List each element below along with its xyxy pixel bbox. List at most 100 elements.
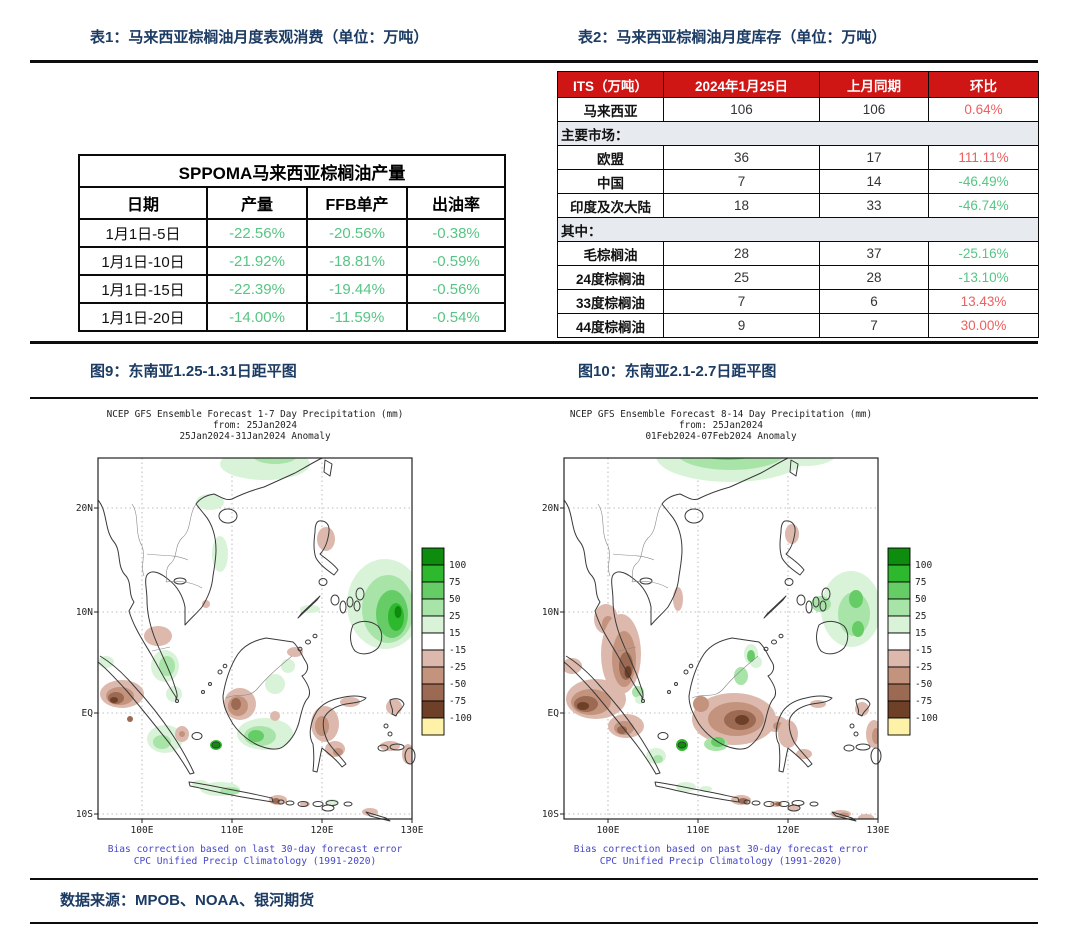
map-footer-line1: Bias correction based on past 30-day for…	[574, 844, 869, 855]
sppoma-table-title: SPPOMA马来西亚棕榈油产量	[78, 154, 506, 188]
oil-rate-cell: -0.59%	[406, 246, 506, 276]
divider-bottom-2	[30, 922, 1038, 924]
map-footer-line2: CPC Unified Precip Climatology (1991-202…	[600, 856, 843, 867]
ffb-yield-cell: -19.44%	[306, 274, 408, 304]
change-cell: -46.49%	[928, 169, 1039, 194]
product-cell: 24度棕榈油	[557, 265, 664, 290]
table-row: 1月1日-15日 -22.39% -19.44% -0.56%	[78, 274, 506, 304]
map-title-line1: NCEP GFS Ensemble Forecast 8-14 Day Prec…	[570, 409, 872, 420]
change-cell: 13.43%	[928, 289, 1039, 314]
table-row: 1月1日-5日 -22.56% -20.56% -0.38%	[78, 218, 506, 248]
value-cell: 33	[819, 193, 929, 218]
value-cell: 36	[663, 145, 820, 170]
value-cell: 28	[819, 265, 929, 290]
change-cell: -13.10%	[928, 265, 1039, 290]
product-cell: 33度棕榈油	[557, 289, 664, 314]
product-cell: 44度棕榈油	[557, 313, 664, 338]
value-cell: 7	[663, 289, 820, 314]
ffb-yield-cell: -20.56%	[306, 218, 408, 248]
map-title-line2: from: 25Jan2024	[213, 420, 297, 431]
table-row: 33度棕榈油 7 6 13.43%	[557, 289, 1039, 314]
col-header-oil-rate: 出油率	[406, 186, 506, 220]
table-header-row: ITS（万吨） 2024年1月25日 上月同期 环比	[557, 71, 1039, 98]
value-cell: 9	[663, 313, 820, 338]
fig9-title: 图9：东南亚1.25-1.31日距平图	[90, 363, 297, 380]
map-title-line3: 01Feb2024-07Feb2024 Anomaly	[645, 431, 797, 442]
product-cell: 毛棕榈油	[557, 241, 664, 266]
section-label: 其中：	[557, 217, 1039, 242]
change-cell: 30.00%	[928, 313, 1039, 338]
production-cell: -22.39%	[206, 274, 308, 304]
precip-map-figure-1-7day: 20N 10N EQ 10S 100E 110E 120E 130E	[70, 404, 522, 881]
production-cell: -22.56%	[206, 218, 308, 248]
change-cell: 111.11%	[928, 145, 1039, 170]
map-footer-line2: CPC Unified Precip Climatology (1991-202…	[134, 856, 377, 867]
col-header-ffb-yield: FFB单产	[306, 186, 408, 220]
value-cell: 106	[663, 97, 820, 122]
region-cell: 中国	[557, 169, 664, 194]
map-footer-line1: Bias correction based on last 30-day for…	[108, 844, 403, 855]
table-row: 中国 7 14 -46.49%	[557, 169, 1039, 194]
table-row: 24度棕榈油 25 28 -13.10%	[557, 265, 1039, 290]
oil-rate-cell: -0.38%	[406, 218, 506, 248]
section-row: 主要市场：	[557, 121, 1039, 146]
map-title-line2: from: 25Jan2024	[679, 420, 763, 431]
value-cell: 14	[819, 169, 929, 194]
table-title-row: SPPOMA马来西亚棕榈油产量	[78, 154, 506, 188]
divider-bottom-1	[30, 878, 1038, 880]
col-header-mom: 环比	[928, 71, 1039, 98]
col-header-date: 日期	[78, 186, 208, 220]
precip-map-svg-right: NCEP GFS Ensemble Forecast 8-14 Day Prec…	[541, 409, 939, 867]
col-header-production: 产量	[206, 186, 308, 220]
table-row: 欧盟 36 17 111.11%	[557, 145, 1039, 170]
map-title-line1: NCEP GFS Ensemble Forecast 1-7 Day Preci…	[107, 409, 404, 420]
change-cell: -25.16%	[928, 241, 1039, 266]
ffb-yield-cell: -18.81%	[306, 246, 408, 276]
table-row: 1月1日-20日 -14.00% -11.59% -0.54%	[78, 302, 506, 332]
fig10-title: 图10：东南亚2.1-2.7日距平图	[578, 363, 777, 380]
sppoma-production-table: SPPOMA马来西亚棕榈油产量 日期 产量 FFB单产 出油率 1月1日-5日 …	[78, 154, 506, 332]
value-cell: 37	[819, 241, 929, 266]
value-cell: 17	[819, 145, 929, 170]
table-row: 印度及次大陆 18 33 -46.74%	[557, 193, 1039, 218]
value-cell: 6	[819, 289, 929, 314]
anomaly-shading-right	[564, 458, 878, 819]
table-row: 1月1日-10日 -21.92% -18.81% -0.59%	[78, 246, 506, 276]
table2-title: 表2：马来西亚棕榈油月度库存（单位：万吨）	[578, 29, 887, 46]
col-header-date: 2024年1月25日	[663, 71, 820, 98]
ffb-yield-cell: -11.59%	[306, 302, 408, 332]
table-row: 毛棕榈油 28 37 -25.16%	[557, 241, 1039, 266]
oil-rate-cell: -0.56%	[406, 274, 506, 304]
change-cell: 0.64%	[928, 97, 1039, 122]
col-header-its: ITS（万吨）	[557, 71, 664, 98]
change-cell: -46.74%	[928, 193, 1039, 218]
section-row: 其中：	[557, 217, 1039, 242]
precip-map-figure-8-14day: NCEP GFS Ensemble Forecast 8-14 Day Prec…	[536, 404, 988, 881]
table-header-row: 日期 产量 FFB单产 出油率	[78, 186, 506, 220]
precip-map-svg-left: 20N 10N EQ 10S 100E 110E 120E 130E	[75, 409, 473, 867]
region-cell: 马来西亚	[557, 97, 664, 122]
col-header-prev-month: 上月同期	[819, 71, 929, 98]
table-row: 44度棕榈油 9 7 30.00%	[557, 313, 1039, 338]
divider-mid-1	[30, 341, 1038, 344]
table1-title: 表1：马来西亚棕榈油月度表观消费（单位：万吨）	[90, 29, 429, 46]
date-cell: 1月1日-10日	[78, 246, 208, 276]
value-cell: 18	[663, 193, 820, 218]
production-cell: -21.92%	[206, 246, 308, 276]
value-cell: 106	[819, 97, 929, 122]
oil-rate-cell: -0.54%	[406, 302, 506, 332]
value-cell: 7	[663, 169, 820, 194]
anomaly-shading-left	[98, 458, 412, 816]
date-cell: 1月1日-20日	[78, 302, 208, 332]
value-cell: 7	[819, 313, 929, 338]
its-inventory-table: ITS（万吨） 2024年1月25日 上月同期 环比 马来西亚 106 106 …	[557, 71, 1039, 338]
divider-mid-2	[30, 397, 1038, 399]
data-source-text: 数据来源：MPOB、NOAA、银河期货	[60, 892, 315, 909]
region-cell: 印度及次大陆	[557, 193, 664, 218]
date-cell: 1月1日-5日	[78, 218, 208, 248]
value-cell: 28	[663, 241, 820, 266]
table-row: 马来西亚 106 106 0.64%	[557, 97, 1039, 122]
date-cell: 1月1日-15日	[78, 274, 208, 304]
section-label: 主要市场：	[557, 121, 1039, 146]
